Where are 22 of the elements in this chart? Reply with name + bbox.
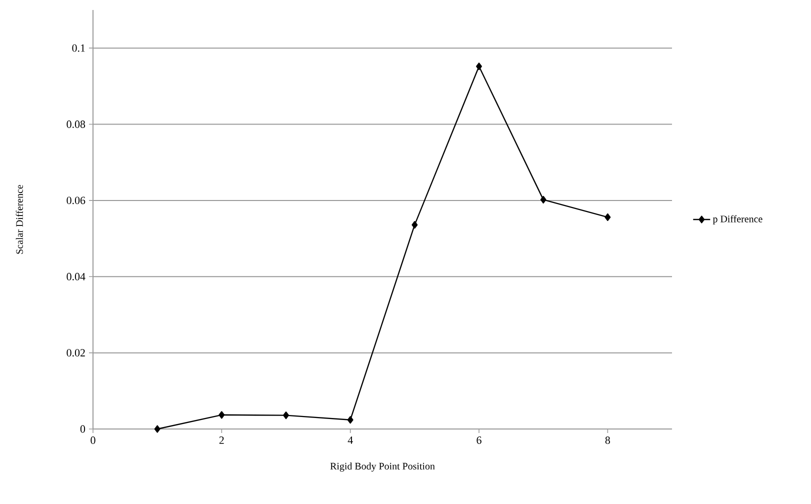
y-axis-title: Scalar Difference bbox=[16, 184, 23, 254]
point bbox=[347, 416, 354, 424]
point bbox=[218, 411, 225, 419]
point bbox=[412, 221, 418, 229]
y-tick-label: 0.04 bbox=[66, 272, 86, 280]
y-tick-label: 0.1 bbox=[72, 44, 85, 52]
x-tick-label: 6 bbox=[476, 436, 482, 444]
x-tick-label: 0 bbox=[90, 436, 96, 444]
legend-label: p Difference bbox=[712, 215, 762, 224]
y-tick-label: 0.06 bbox=[66, 196, 86, 204]
point bbox=[154, 425, 160, 433]
point bbox=[476, 62, 482, 70]
x-tick-label: 8 bbox=[605, 436, 610, 444]
y-tick-label: 0 bbox=[80, 425, 86, 433]
x-tick-label: 2 bbox=[219, 436, 224, 444]
y-tick-label: 0.02 bbox=[66, 349, 85, 357]
point bbox=[540, 196, 546, 204]
x-axis-title: Rigid Body Point Position bbox=[330, 462, 435, 472]
y-tick-label: 0.08 bbox=[66, 120, 86, 128]
x-tick-label: 4 bbox=[348, 436, 353, 444]
point bbox=[604, 213, 611, 221]
point bbox=[283, 412, 289, 420]
